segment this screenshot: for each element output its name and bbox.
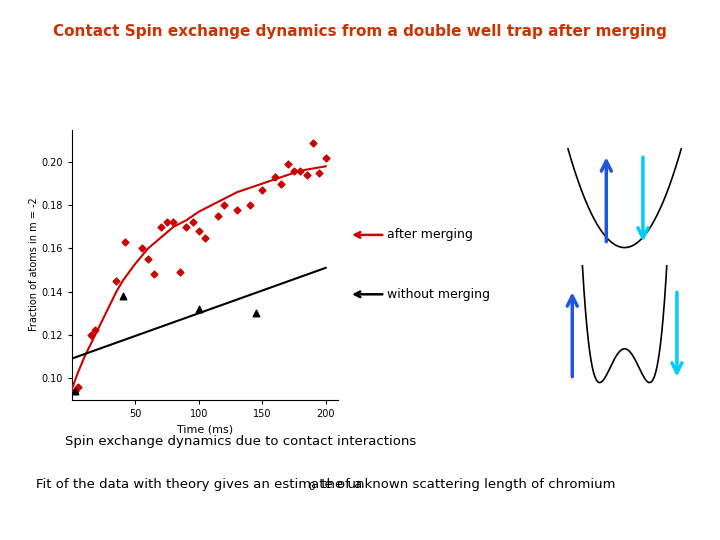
Point — [294, 166, 306, 175]
Point — [256, 186, 268, 194]
Text: after merging: after merging — [387, 228, 473, 241]
Point — [136, 244, 148, 253]
Point — [117, 292, 128, 300]
Point — [111, 276, 122, 285]
Point — [301, 171, 312, 179]
Point — [155, 222, 166, 231]
Text: Contact Spin exchange dynamics from a double well trap after merging: Contact Spin exchange dynamics from a do… — [53, 24, 667, 39]
Point — [199, 233, 211, 242]
Text: without merging: without merging — [387, 288, 490, 301]
Text: Fit of the data with theory gives an estimate of a: Fit of the data with theory gives an est… — [36, 478, 362, 491]
Point — [193, 305, 204, 313]
Point — [149, 270, 161, 279]
Point — [73, 382, 84, 391]
Point — [244, 201, 256, 210]
Point — [231, 205, 243, 214]
Point — [320, 153, 331, 162]
Point — [69, 387, 81, 395]
Point — [212, 212, 224, 220]
Point — [120, 238, 131, 246]
Point — [174, 268, 186, 276]
Point — [307, 138, 319, 147]
Point — [143, 255, 154, 264]
Point — [186, 218, 198, 227]
Text: Spin exchange dynamics due to contact interactions: Spin exchange dynamics due to contact in… — [65, 435, 416, 448]
Point — [85, 330, 96, 339]
Point — [89, 326, 101, 335]
Point — [161, 218, 173, 227]
Point — [269, 173, 281, 181]
Point — [218, 201, 230, 210]
Point — [193, 227, 204, 235]
Point — [69, 387, 81, 395]
Point — [282, 160, 294, 168]
Point — [181, 222, 192, 231]
Point — [276, 179, 287, 188]
Y-axis label: Fraction of atoms in m = -2: Fraction of atoms in m = -2 — [29, 198, 39, 332]
X-axis label: Time (ms): Time (ms) — [177, 424, 233, 434]
Text: 0: 0 — [308, 482, 315, 492]
Text: the unknown scattering length of chromium: the unknown scattering length of chromiu… — [317, 478, 616, 491]
Point — [168, 218, 179, 227]
Point — [314, 168, 325, 177]
Point — [288, 166, 300, 175]
Point — [250, 309, 261, 318]
